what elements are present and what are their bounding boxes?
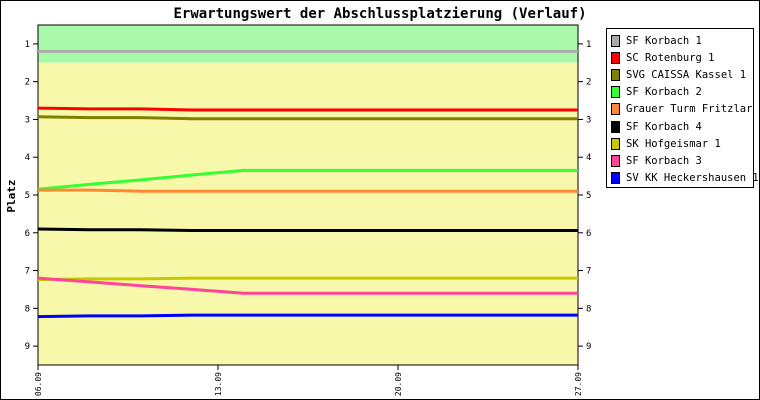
y-tick-label-left: 7 bbox=[25, 267, 30, 277]
y-tick-label-right: 4 bbox=[586, 153, 591, 163]
y-tick-label-right: 6 bbox=[586, 229, 591, 239]
chart-title: Erwartungswert der Abschlussplatzierung … bbox=[173, 6, 586, 22]
y-axis-label: Platz bbox=[5, 179, 18, 212]
legend-swatch bbox=[611, 120, 620, 133]
y-tick-label-left: 6 bbox=[25, 229, 30, 239]
x-tick-label: 13.09 bbox=[214, 372, 223, 396]
legend-swatch bbox=[611, 103, 620, 116]
legend-label: SF Korbach 3 bbox=[626, 154, 702, 167]
y-tick-label-left: 4 bbox=[25, 153, 30, 163]
x-tick-label: 06.09 bbox=[34, 372, 43, 396]
legend-item: SF Korbach 4 bbox=[611, 118, 749, 135]
y-tick-label-left: 1 bbox=[25, 40, 30, 50]
legend-swatch bbox=[611, 154, 620, 167]
y-tick-label-right: 7 bbox=[586, 267, 591, 277]
legend-item: SF Korbach 2 bbox=[611, 84, 749, 101]
legend-swatch bbox=[611, 137, 620, 150]
y-tick-label-left: 5 bbox=[25, 191, 30, 201]
legend-label: SC Rotenburg 1 bbox=[626, 51, 715, 64]
legend-item: SV KK Heckershausen 1 bbox=[611, 170, 759, 187]
legend-swatch bbox=[611, 172, 620, 185]
series-line-2 bbox=[37, 106, 578, 112]
legend-label: SF Korbach 1 bbox=[626, 34, 702, 47]
legend: SF Korbach 1 SC Rotenburg 1 SVG CAISSA Kas… bbox=[606, 28, 759, 188]
legend-item: Grauer Turm Fritzlar bbox=[611, 101, 753, 118]
y-tick-label-left: 2 bbox=[25, 78, 30, 88]
series-line-9 bbox=[37, 313, 578, 319]
legend-item: SF Korbach 3 bbox=[611, 152, 749, 169]
legend-label: SF Korbach 2 bbox=[626, 86, 702, 99]
background-band-1 bbox=[38, 25, 578, 63]
y-tick-label-left: 9 bbox=[25, 342, 30, 352]
y-tick-label-right: 9 bbox=[586, 342, 591, 352]
legend-label: SVG CAISSA Kassel 1 bbox=[626, 68, 747, 81]
legend-label: SV KK Heckershausen 1 bbox=[626, 172, 759, 185]
legend-swatch bbox=[611, 34, 620, 47]
series-line-6 bbox=[37, 227, 578, 232]
y-tick-label-left: 8 bbox=[25, 304, 30, 314]
legend-swatch bbox=[611, 68, 620, 81]
y-tick-label-right: 3 bbox=[586, 115, 591, 125]
series-line-4 bbox=[37, 168, 578, 191]
legend-swatch bbox=[611, 86, 620, 99]
legend-label: SK Hofgeismar 1 bbox=[626, 137, 721, 150]
legend-item: SC Rotenburg 1 bbox=[611, 49, 749, 66]
y-tick-label-right: 2 bbox=[586, 78, 591, 88]
legend-label: Grauer Turm Fritzlar bbox=[626, 103, 753, 116]
y-tick-label-right: 1 bbox=[586, 40, 591, 50]
legend-item: SVG CAISSA Kassel 1 bbox=[611, 66, 749, 83]
y-tick-label-right: 5 bbox=[586, 191, 591, 201]
y-tick-label-left: 3 bbox=[25, 115, 30, 125]
plot-area: 1 1 2 2 3 3 4 4 5 5 6 6 7 7 8 8 9 9 06.09 13.09 20.09 27.09 bbox=[25, 24, 591, 396]
legend-label: SF Korbach 4 bbox=[626, 120, 702, 133]
series-line-3 bbox=[37, 115, 578, 121]
legend-item: SK Hofgeismar 1 bbox=[611, 135, 749, 152]
x-tick-label: 20.09 bbox=[394, 372, 403, 396]
series-line-5 bbox=[38, 188, 578, 193]
series-line-8 bbox=[37, 276, 578, 295]
legend-item: SF Korbach 1 bbox=[611, 32, 749, 49]
legend-swatch bbox=[611, 51, 620, 64]
series-line-7 bbox=[37, 276, 578, 282]
x-tick-label: 27.09 bbox=[574, 372, 583, 396]
y-tick-label-right: 8 bbox=[586, 304, 591, 314]
